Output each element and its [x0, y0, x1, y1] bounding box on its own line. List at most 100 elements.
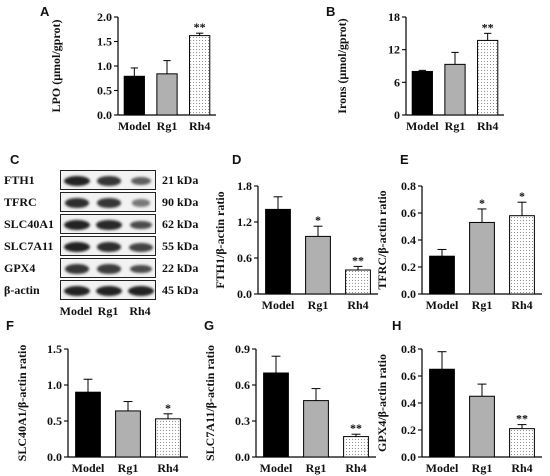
- significance-mark: **: [194, 20, 206, 34]
- bar-model: [75, 391, 101, 458]
- blot-band: [97, 264, 121, 274]
- blot-band: [129, 220, 153, 230]
- panel-letter-h: H: [392, 318, 402, 333]
- y-tick-label: 0.0: [47, 450, 62, 464]
- blot-band: [129, 242, 153, 252]
- x-tick-label: Model: [72, 461, 105, 475]
- x-tick-label: Rh4: [345, 461, 366, 475]
- bar-rg1: [303, 400, 329, 458]
- bar-rh4: [155, 418, 181, 458]
- bar-model: [429, 255, 455, 295]
- blot-band: [64, 198, 90, 208]
- x-tick-label: Rg1: [445, 119, 466, 133]
- y-axis-label: FTH1/β-actin ratio: [213, 191, 227, 288]
- blot-protein-label: β-actin: [4, 283, 40, 297]
- blot-group-label: Rh4: [129, 304, 151, 318]
- y-tick-label: 0.8: [401, 179, 416, 193]
- bar-model: [265, 208, 291, 295]
- bar-rh4: [509, 215, 535, 295]
- x-tick-label: Model: [426, 298, 459, 312]
- y-tick-label: 0.0: [97, 108, 112, 122]
- x-tick-label: Rh4: [347, 298, 368, 312]
- blot-band: [96, 286, 122, 296]
- bar-model: [263, 372, 289, 458]
- y-tick-label: 0.6: [237, 251, 252, 265]
- y-tick-label: 0.2: [401, 423, 416, 437]
- x-tick-label: Model: [406, 119, 439, 133]
- panel-letter-a: A: [40, 4, 50, 19]
- blot-kda-label: 45 kDa: [162, 283, 199, 297]
- panel-letter-c: C: [10, 152, 20, 167]
- y-tick-label: 0.5: [97, 84, 112, 98]
- panel-letter-e: E: [400, 152, 409, 167]
- bar-rg1: [305, 235, 331, 295]
- chart-e: 0.0 0.2 0.4 0.6 0.8 TFRC/β-actin ratio Model * R…: [375, 179, 542, 312]
- y-tick-label: 0.6: [235, 378, 250, 392]
- blot-strip: [60, 192, 156, 212]
- x-tick-label: Rg1: [157, 119, 178, 133]
- significance-mark: **: [482, 20, 494, 34]
- chart-b: 0 6 12 18 Irons (μmol/gprot) Model Rg1 ** Rh4: [335, 10, 504, 133]
- y-tick-label: 1.8: [237, 179, 252, 193]
- blot-band: [64, 242, 90, 252]
- significance-mark: **: [352, 253, 364, 267]
- x-tick-label: Rh4: [511, 298, 532, 312]
- bar-rg1: [115, 410, 141, 458]
- y-tick-label: 0.0: [235, 450, 250, 464]
- x-tick-label: Rg1: [472, 298, 493, 312]
- blot-protein-label: SLC7A11: [4, 239, 54, 253]
- bar-rg1: [444, 63, 466, 116]
- x-tick-label: Rh4: [189, 119, 210, 133]
- y-tick-label: 18: [388, 10, 400, 24]
- y-tick-label: 1.5: [47, 342, 62, 356]
- blot-kda-label: 62 kDa: [162, 217, 199, 231]
- chart-f: 0.0 0.5 1.0 1.5 SLC40A1/β-actin ratio Model Rg…: [15, 342, 188, 475]
- significance-mark: *: [315, 213, 321, 227]
- y-tick-label: 0.0: [401, 287, 416, 301]
- blot-protein-label: FTH1: [4, 173, 35, 187]
- blot-band: [64, 176, 90, 186]
- y-tick-label: 2.0: [97, 10, 112, 24]
- blot-band: [130, 176, 152, 186]
- blot-protein-label: TFRC: [4, 195, 37, 209]
- x-tick-label: Rg1: [118, 461, 139, 475]
- bar-rh4: [343, 436, 369, 458]
- chart-h: 0.0 0.2 0.4 0.6 0.8 GPX4/β-actin ratio Model Rg…: [375, 342, 542, 475]
- y-tick-label: 0.8: [401, 342, 416, 356]
- y-axis-label: LPO (μmol/gprot): [49, 20, 63, 113]
- blot-strip: [60, 258, 156, 278]
- significance-mark: **: [516, 412, 528, 426]
- panel-letter-g: G: [204, 318, 215, 333]
- x-tick-label: Rh4: [511, 461, 532, 475]
- significance-mark: **: [350, 421, 362, 435]
- y-tick-label: 0.4: [401, 233, 416, 247]
- blot-group-label: Model: [59, 304, 93, 318]
- bar-model: [429, 368, 455, 458]
- chart-a: 0.0 0.5 1.0 1.5 2.0 LPO (μmol/gprot) Model Rg1 *…: [49, 10, 216, 133]
- bar-rh4: [345, 269, 371, 295]
- y-axis-label: TFRC/β-actin ratio: [375, 190, 389, 289]
- blot-band: [64, 264, 90, 274]
- blot-group-label: Rg1: [97, 304, 119, 318]
- x-tick-label: Rh4: [157, 461, 178, 475]
- significance-mark: *: [165, 401, 171, 415]
- y-tick-label: 1.2: [237, 215, 252, 229]
- blot-band: [96, 198, 122, 208]
- y-tick-label: 0.0: [401, 450, 416, 464]
- y-tick-label: 0.4: [401, 396, 416, 410]
- bar-rh4: [477, 39, 499, 116]
- chart-g: 0.0 0.3 0.6 0.9 SLC7A11/β-actin ratio Model Rg…: [203, 342, 376, 475]
- y-tick-label: 1.0: [97, 59, 112, 73]
- blot-band: [64, 286, 90, 296]
- blot-protein-label: SLC40A1: [4, 217, 55, 231]
- bar-model: [411, 70, 433, 116]
- bar-rh4: [509, 428, 535, 458]
- blot-strip: [60, 236, 156, 256]
- panel-letter-d: D: [232, 152, 242, 167]
- y-axis-label: SLC40A1/β-actin ratio: [15, 345, 29, 462]
- blot-kda-label: 22 kDa: [162, 261, 199, 275]
- bar-rg1: [469, 395, 495, 458]
- x-tick-label: Model: [118, 119, 151, 133]
- x-tick-label: Model: [426, 461, 459, 475]
